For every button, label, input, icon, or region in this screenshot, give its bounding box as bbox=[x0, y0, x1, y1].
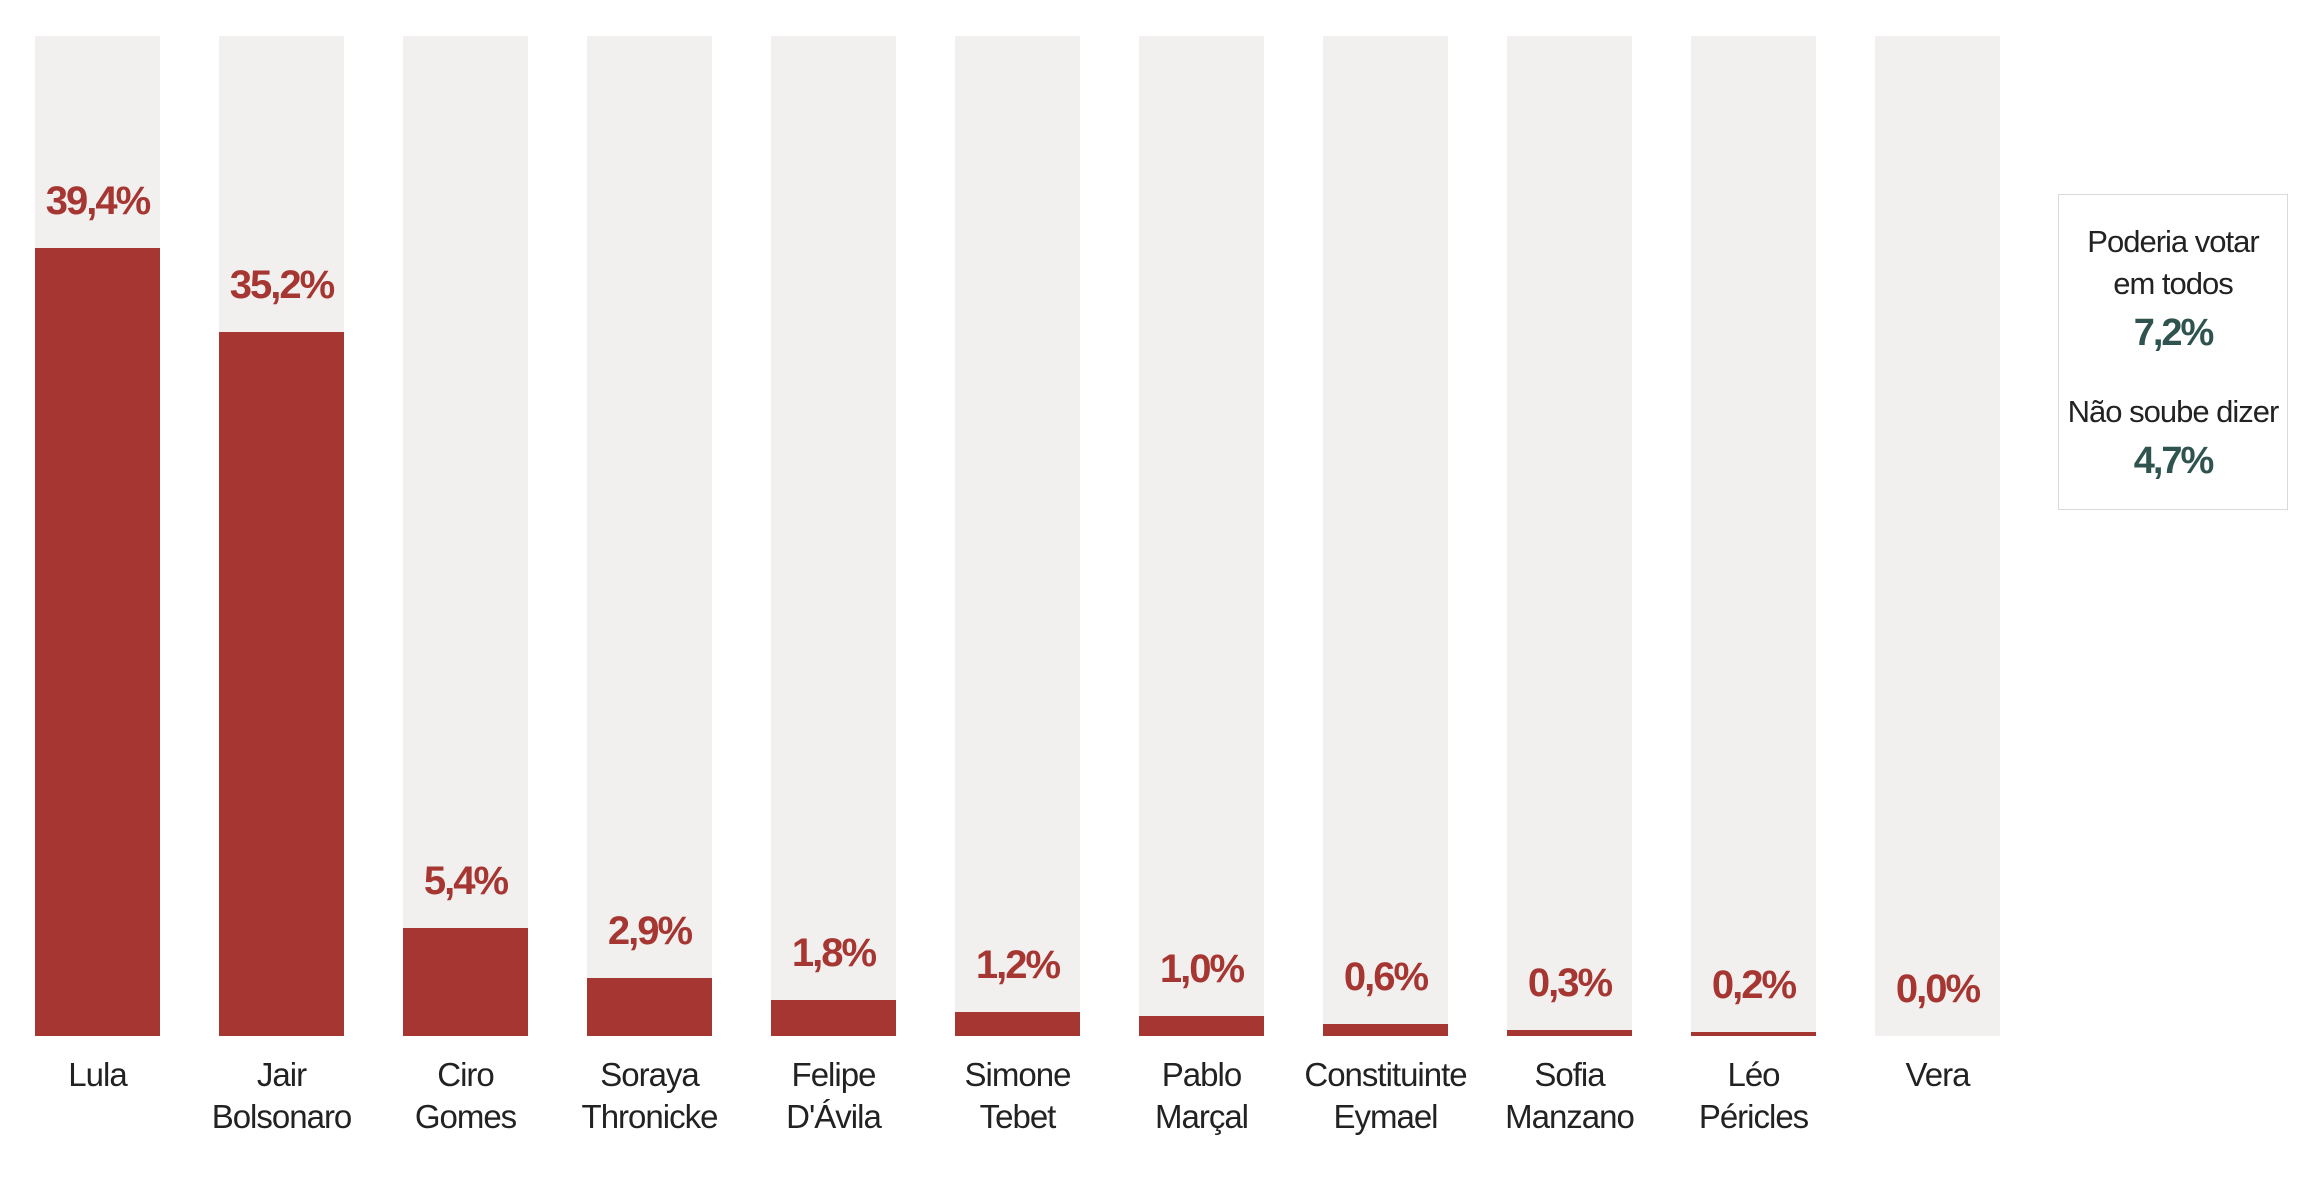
category-label: Felipe D'Ávila bbox=[786, 1056, 882, 1135]
category-label-line: Bolsonaro bbox=[212, 1098, 352, 1135]
category-label-line: Simone bbox=[965, 1056, 1071, 1093]
bar bbox=[403, 928, 528, 1036]
note-value-dont-know: 4,7% bbox=[2133, 440, 2215, 482]
value-label: 1,8% bbox=[792, 931, 877, 975]
note-label-vote-all: Poderia votar em todos bbox=[2059, 221, 2287, 305]
category-label-line: Jair bbox=[257, 1056, 307, 1093]
category-label-line: Manzano bbox=[1505, 1098, 1634, 1135]
note-label-line: em todos bbox=[2113, 266, 2234, 301]
bar bbox=[1323, 1024, 1448, 1036]
note-label-line: Não soube dizer bbox=[2067, 394, 2280, 429]
category-label: Vera bbox=[1906, 1056, 1972, 1093]
category-label-line: Thronicke bbox=[582, 1098, 718, 1135]
bar bbox=[1139, 1016, 1264, 1036]
side-notes-box: Poderia votar em todos 7,2% Não soube di… bbox=[2058, 194, 2288, 510]
bar-track bbox=[1507, 36, 1632, 1036]
category-label-line: Péricles bbox=[1699, 1098, 1809, 1135]
bar-track bbox=[955, 36, 1080, 1036]
bar-track bbox=[1139, 36, 1264, 1036]
category-label-line: D'Ávila bbox=[786, 1098, 882, 1135]
category-label: Sofia Manzano bbox=[1505, 1056, 1634, 1135]
category-label: Léo Péricles bbox=[1699, 1056, 1809, 1135]
value-label: 35,2% bbox=[230, 263, 335, 307]
note-label-dont-know: Não soube dizer bbox=[2059, 391, 2287, 433]
category-labels: Lula Jair Bolsonaro Ciro Gomes Soraya Thronick… bbox=[68, 1056, 1972, 1135]
value-label: 1,0% bbox=[1160, 947, 1245, 991]
category-label-line: Constituinte bbox=[1304, 1056, 1466, 1093]
category-label-line: Pablo bbox=[1162, 1056, 1241, 1093]
category-label-line: Ciro bbox=[437, 1056, 494, 1093]
note-label-line: Poderia votar bbox=[2087, 224, 2259, 259]
value-label: 39,4% bbox=[46, 179, 151, 223]
category-label: Jair Bolsonaro bbox=[212, 1056, 352, 1135]
bar bbox=[219, 332, 344, 1036]
bar bbox=[587, 978, 712, 1036]
value-label: 1,2% bbox=[976, 943, 1061, 987]
bar bbox=[955, 1012, 1080, 1036]
note-value-vote-all: 7,2% bbox=[2133, 312, 2215, 354]
category-label-line: Eymael bbox=[1333, 1098, 1437, 1135]
value-label: 0,6% bbox=[1344, 955, 1429, 999]
bar bbox=[1507, 1030, 1632, 1036]
bars bbox=[35, 248, 1816, 1036]
bar-tracks bbox=[35, 36, 2000, 1036]
bar-track bbox=[403, 36, 528, 1036]
category-label-line: Marçal bbox=[1155, 1098, 1248, 1135]
category-label: Ciro Gomes bbox=[415, 1056, 517, 1135]
category-label: Simone Tebet bbox=[965, 1056, 1071, 1135]
category-label-line: Lula bbox=[68, 1056, 128, 1093]
bar-track bbox=[1875, 36, 2000, 1036]
bar bbox=[35, 248, 160, 1036]
value-label: 5,4% bbox=[424, 859, 509, 903]
category-label-line: Léo bbox=[1727, 1056, 1779, 1093]
category-label: Lula bbox=[68, 1056, 128, 1093]
category-label-line: Felipe bbox=[792, 1056, 876, 1093]
bar bbox=[771, 1000, 896, 1036]
value-label: 0,2% bbox=[1712, 963, 1797, 1007]
category-label-line: Sofia bbox=[1534, 1056, 1606, 1093]
category-label-line: Tebet bbox=[980, 1098, 1057, 1135]
value-labels: 39,4% 35,2% 5,4% 2,9% 1,8% 1,2% 1,0% 0,6% 0,3% 0,… bbox=[46, 179, 1983, 1011]
value-label: 2,9% bbox=[608, 909, 693, 953]
bar-track bbox=[771, 36, 896, 1036]
bar-track bbox=[1691, 36, 1816, 1036]
category-label-line: Vera bbox=[1906, 1056, 1972, 1093]
value-label: 0,3% bbox=[1528, 961, 1613, 1005]
category-label: Soraya Thronicke bbox=[582, 1056, 718, 1135]
category-label-line: Gomes bbox=[415, 1098, 517, 1135]
category-label: Constituinte Eymael bbox=[1304, 1056, 1466, 1135]
bar bbox=[1691, 1032, 1816, 1036]
category-label: Pablo Marçal bbox=[1155, 1056, 1248, 1135]
value-label: 0,0% bbox=[1896, 967, 1981, 1011]
category-label-line: Soraya bbox=[600, 1056, 700, 1093]
bar-track bbox=[1323, 36, 1448, 1036]
bar-track bbox=[587, 36, 712, 1036]
